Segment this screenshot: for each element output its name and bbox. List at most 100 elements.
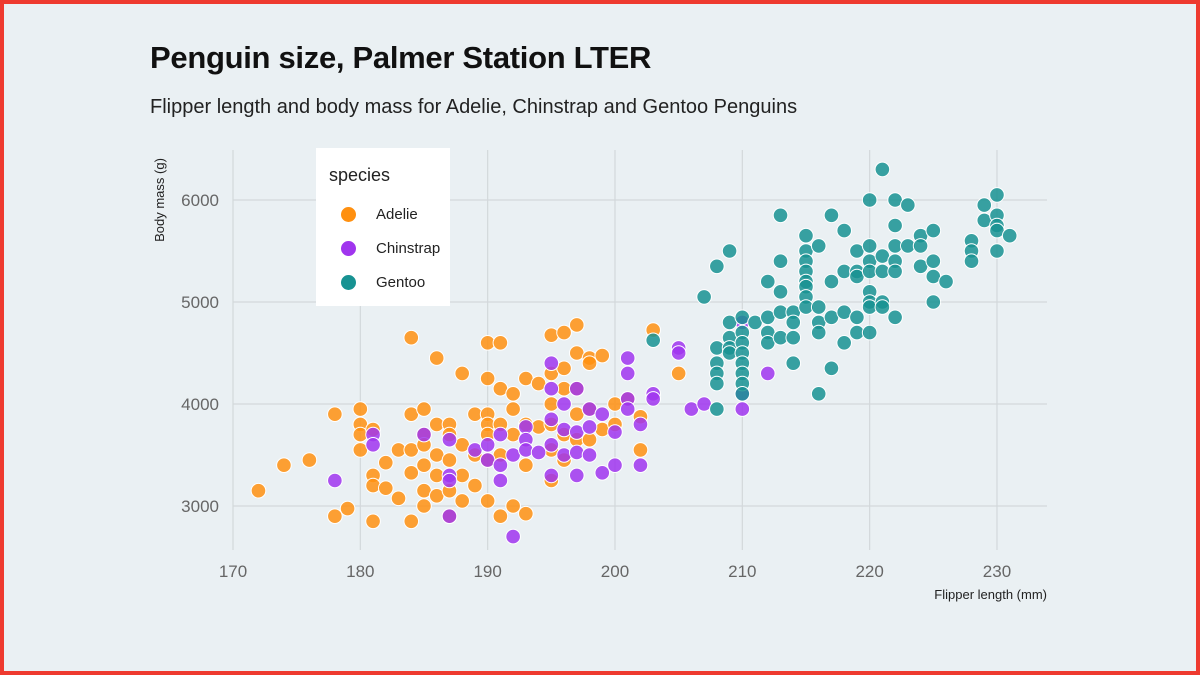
point-adelie (581, 355, 598, 372)
point-chinstrap (441, 508, 458, 525)
x-axis-label: Flipper length (mm) (934, 587, 1047, 602)
point-gentoo (849, 309, 865, 326)
point-adelie (377, 480, 394, 496)
y-tick-label: 5000 (181, 293, 219, 312)
point-adelie (365, 477, 381, 494)
x-tick-label: 200 (601, 562, 629, 581)
point-gentoo (798, 227, 814, 244)
point-chinstrap (479, 437, 496, 453)
legend-swatch-adelie (340, 206, 357, 223)
point-gentoo (734, 386, 751, 402)
point-adelie (327, 508, 343, 525)
point-gentoo (810, 386, 827, 402)
point-gentoo (900, 197, 916, 213)
x-tick-label: 170 (219, 562, 247, 581)
point-gentoo (709, 258, 725, 275)
point-chinstrap (530, 444, 547, 461)
point-adelie (632, 442, 649, 458)
legend-swatch-chinstrap (340, 240, 357, 257)
point-chinstrap (594, 465, 611, 481)
point-gentoo (887, 309, 903, 326)
point-gentoo (823, 207, 840, 224)
point-gentoo (925, 222, 942, 239)
point-adelie (594, 347, 611, 364)
chart-subtitle: Flipper length and body mass for Adelie,… (150, 96, 798, 118)
point-chinstrap (568, 444, 585, 461)
point-gentoo (772, 253, 789, 270)
point-gentoo (709, 375, 725, 392)
point-chinstrap (619, 350, 636, 366)
point-chinstrap (619, 401, 636, 417)
point-chinstrap (759, 365, 776, 382)
y-tick-label: 3000 (181, 497, 219, 516)
point-adelie (250, 482, 267, 499)
point-chinstrap (441, 472, 458, 489)
point-adelie (416, 498, 432, 514)
point-chinstrap (518, 442, 534, 458)
point-chinstrap (632, 457, 649, 474)
point-gentoo (938, 273, 954, 290)
point-adelie (339, 500, 356, 517)
x-tick-label: 230 (983, 562, 1011, 581)
point-gentoo (836, 222, 852, 239)
point-adelie (428, 350, 445, 366)
point-gentoo (810, 238, 827, 254)
point-chinstrap (543, 411, 560, 428)
point-chinstrap (543, 380, 560, 397)
point-gentoo (810, 299, 827, 315)
point-gentoo (874, 161, 891, 178)
point-gentoo (823, 273, 840, 290)
point-adelie (518, 457, 534, 474)
point-chinstrap (505, 528, 521, 545)
point-gentoo (696, 289, 712, 305)
point-gentoo (1001, 227, 1018, 244)
legend-item-adelie: Adelie (340, 206, 418, 223)
point-gentoo (976, 197, 993, 213)
point-adelie (301, 452, 318, 468)
point-adelie (416, 401, 432, 417)
x-tick-label: 210 (728, 562, 756, 581)
point-adelie (377, 454, 394, 471)
point-adelie (467, 477, 483, 494)
legend-item-gentoo: Gentoo (340, 274, 425, 291)
point-gentoo (772, 284, 789, 300)
point-gentoo (785, 355, 802, 372)
legend-title: species (329, 165, 391, 185)
point-adelie (505, 401, 521, 417)
chart-title: Penguin size, Palmer Station LTER (150, 40, 652, 75)
point-chinstrap (632, 416, 649, 433)
point-chinstrap (492, 426, 509, 443)
point-gentoo (989, 243, 1005, 259)
point-chinstrap (645, 391, 661, 407)
point-adelie (479, 493, 496, 509)
point-adelie (390, 490, 407, 507)
point-gentoo (759, 273, 776, 290)
point-gentoo (912, 238, 929, 254)
x-tick-label: 220 (855, 562, 883, 581)
x-tick-label: 190 (473, 562, 501, 581)
point-chinstrap (543, 355, 560, 372)
legend-label: Adelie (376, 206, 418, 223)
point-adelie (416, 457, 432, 474)
point-chinstrap (556, 447, 572, 463)
point-gentoo (785, 314, 802, 331)
y-tick-label: 6000 (181, 191, 219, 210)
point-adelie (403, 465, 420, 481)
point-chinstrap (594, 406, 611, 423)
point-adelie (441, 452, 458, 468)
point-gentoo (887, 263, 903, 280)
legend: species Adelie Chinstrap Gentoo (316, 148, 450, 306)
point-chinstrap (619, 365, 636, 382)
point-gentoo (861, 238, 878, 254)
point-chinstrap (543, 437, 560, 453)
point-adelie (670, 365, 687, 382)
point-adelie (505, 498, 521, 514)
point-chinstrap (556, 421, 572, 438)
legend-item-chinstrap: Chinstrap (340, 240, 440, 257)
point-gentoo (785, 329, 802, 346)
point-adelie (518, 505, 534, 522)
point-chinstrap (492, 472, 509, 489)
y-tick-label: 4000 (181, 395, 219, 414)
